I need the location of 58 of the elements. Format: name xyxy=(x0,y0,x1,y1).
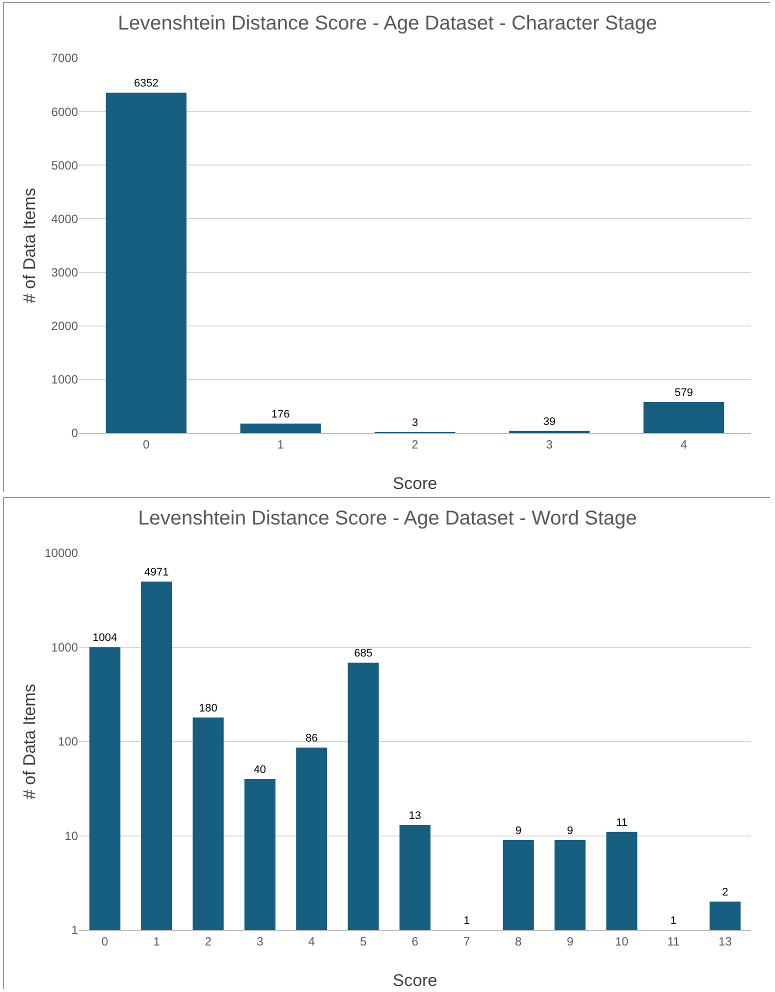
y-tick-label: 3000 xyxy=(51,265,78,280)
data-label: 685 xyxy=(354,648,372,660)
data-label: 2 xyxy=(722,886,728,899)
x-tick-label: 9 xyxy=(566,934,574,948)
data-label: 3 xyxy=(412,417,418,429)
x-tick-label: 7 xyxy=(463,934,470,948)
x-tick-label: 3 xyxy=(256,934,264,948)
y-tick-label: 10 xyxy=(64,828,78,843)
y-tick-label: 5000 xyxy=(51,158,78,172)
y-tick-label: 6000 xyxy=(51,104,78,119)
y-tick-label: 0 xyxy=(71,426,78,440)
y-tick-label: 10000 xyxy=(44,546,78,560)
y-tick-label: 4000 xyxy=(51,212,78,226)
data-label: 40 xyxy=(254,764,266,776)
y-tick-label: 2000 xyxy=(51,319,78,334)
x-tick-label: 3 xyxy=(546,437,554,452)
y-tick-label: 1 xyxy=(71,923,78,938)
data-label: 1004 xyxy=(92,632,118,644)
x-tick-label: 2 xyxy=(412,437,419,452)
y-tick-label: 100 xyxy=(58,734,78,749)
x-tick-label: 10 xyxy=(615,934,629,948)
bar xyxy=(240,424,321,433)
x-tick-label: 1 xyxy=(153,934,160,948)
data-label: 11 xyxy=(616,816,628,829)
data-label: 1 xyxy=(670,915,677,927)
data-label: 9 xyxy=(515,825,522,838)
y-axis-title: # of Data Items xyxy=(20,188,39,304)
x-tick-label: 11 xyxy=(667,934,680,948)
data-label: 86 xyxy=(305,732,318,745)
data-label: 6352 xyxy=(134,78,158,90)
x-axis-title: Score xyxy=(392,474,438,493)
chart-title: Levenshtein Distance Score - Age Dataset - Word Stage xyxy=(138,507,637,530)
x-tick-label: 6 xyxy=(412,934,419,948)
x-tick-label: 13 xyxy=(718,934,732,948)
data-label: 4971 xyxy=(144,566,169,579)
data-label: 13 xyxy=(408,810,422,822)
data-label: 176 xyxy=(271,408,290,421)
bar xyxy=(643,402,724,433)
x-tick-label: 4 xyxy=(680,437,688,452)
x-axis-title: Score xyxy=(392,971,438,990)
data-label: 180 xyxy=(199,702,218,714)
y-axis-title: # of Data Items xyxy=(20,684,39,800)
bar xyxy=(106,92,187,433)
x-tick-label: 2 xyxy=(204,934,212,948)
data-label: 39 xyxy=(543,416,556,428)
y-tick-label: 7000 xyxy=(51,51,78,66)
data-label: 9 xyxy=(567,825,574,838)
x-tick-label: 0 xyxy=(142,437,150,452)
x-tick-label: 1 xyxy=(277,437,284,452)
x-tick-label: 4 xyxy=(308,934,316,948)
x-tick-label: 8 xyxy=(515,934,522,948)
chart-title: Levenshtein Distance Score - Age Dataset - Character Stage xyxy=(118,12,658,34)
data-label: 1 xyxy=(464,915,470,927)
y-tick-label: 1000 xyxy=(51,640,78,654)
x-tick-label: 0 xyxy=(102,934,109,948)
y-tick-label: 1000 xyxy=(51,372,78,387)
data-label: 579 xyxy=(674,386,693,399)
x-tick-label: 5 xyxy=(360,934,367,948)
